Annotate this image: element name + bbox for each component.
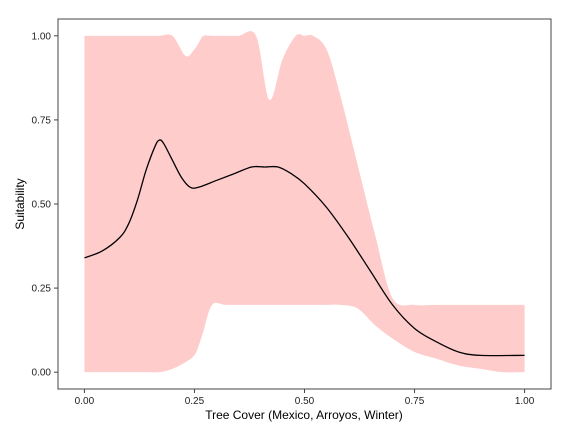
x-tick-label: 0.00: [75, 396, 95, 407]
x-tick-label: 0.75: [405, 396, 425, 407]
y-tick-label: 0.75: [32, 115, 52, 126]
x-tick-label: 0.25: [185, 396, 205, 407]
x-tick-label: 0.50: [295, 396, 315, 407]
series-line-0: [84, 139, 525, 357]
series-line-layer: [84, 139, 525, 357]
y-tick-label: 1.00: [32, 31, 52, 42]
x-tick-label: 1.00: [515, 396, 535, 407]
y-tick-label: 0.25: [32, 284, 52, 295]
y-tick-label: 0.00: [32, 368, 52, 379]
confidence-band-layer: [84, 31, 525, 373]
y-axis-title: Suitability: [13, 178, 27, 229]
y-tick-label: 0.50: [32, 200, 52, 211]
y-axis-ticks: 0.00 0.25 0.50 0.75 1.00: [32, 31, 58, 379]
x-axis-ticks: 0.00 0.25 0.50 0.75 1.00: [75, 389, 535, 407]
x-axis-title: Tree Cover (Mexico, Arroyos, Winter): [205, 408, 403, 422]
confidence-band: [84, 31, 525, 373]
